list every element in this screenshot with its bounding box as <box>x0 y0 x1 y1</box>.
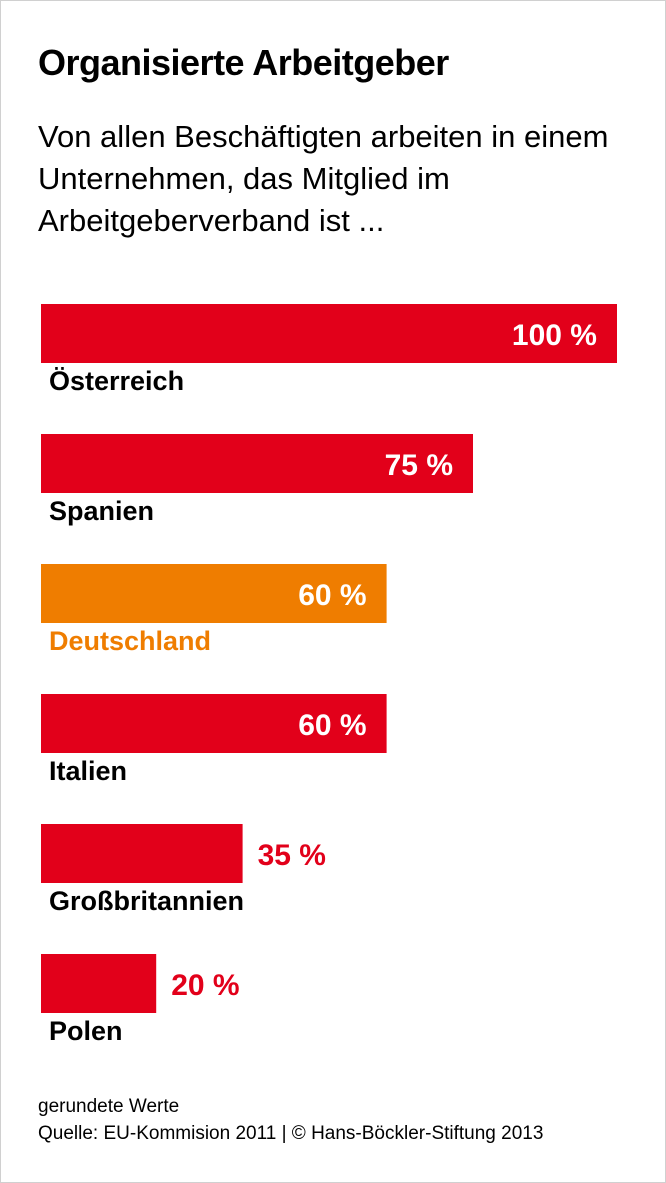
bar-italien <box>41 694 387 753</box>
category-label-gro-britannien: Großbritannien <box>49 886 244 916</box>
chart-subtitle: Von allen Beschäftigten arbeiten in eine… <box>38 119 609 238</box>
bar-deutschland <box>41 564 387 623</box>
category-label-italien: Italien <box>49 756 127 786</box>
value-label-deutschland: 60 % <box>298 579 366 612</box>
bar-polen <box>41 954 157 1013</box>
footer-note: gerundete Werte <box>38 1096 180 1117</box>
value-label-italien: 60 % <box>298 709 366 742</box>
value-label-polen: 20 % <box>171 969 239 1002</box>
category-label-spanien: Spanien <box>49 496 154 526</box>
value-label-gro-britannien: 35 % <box>258 839 326 872</box>
chart-title: Organisierte Arbeitgeber <box>38 42 449 83</box>
category-label-polen: Polen <box>49 1016 123 1046</box>
bar-spanien <box>41 434 473 493</box>
bar-gro-britannien <box>41 824 243 883</box>
category-label--sterreich: Österreich <box>49 366 184 396</box>
value-label--sterreich: 100 % <box>512 319 597 352</box>
footer-source: Quelle: EU-Kommision 2011 | © Hans-Böckl… <box>38 1123 544 1144</box>
value-label-spanien: 75 % <box>385 449 453 482</box>
category-label-deutschland: Deutschland <box>49 626 211 656</box>
footer: gerundete Werte Quelle: EU-Kommision 201… <box>38 1093 543 1147</box>
bar--sterreich <box>41 304 617 363</box>
